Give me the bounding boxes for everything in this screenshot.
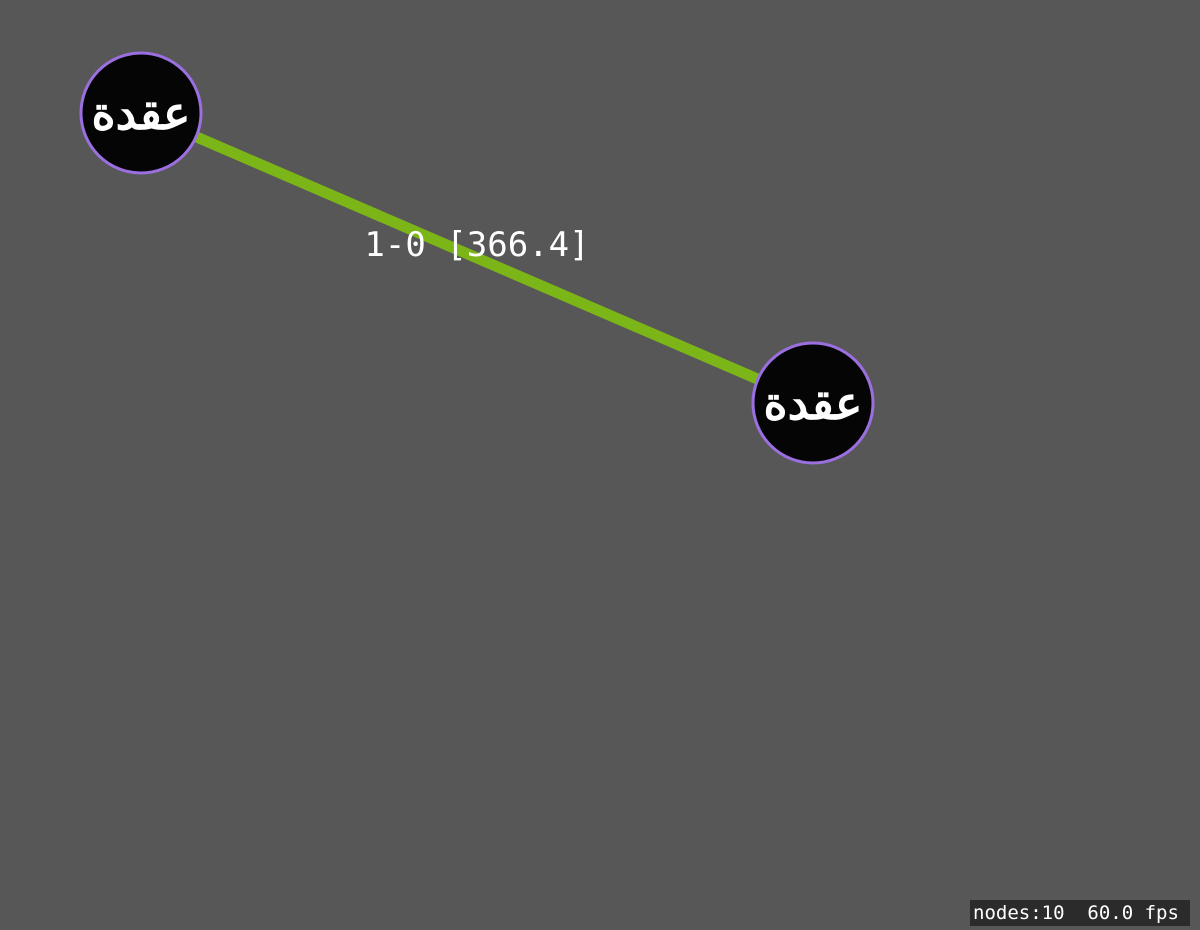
node-0[interactable]: عقدة [79, 51, 203, 175]
fps-counter: 60.0 fps [1087, 902, 1179, 924]
node-label: عقدة [92, 86, 191, 140]
node-count: nodes:10 [973, 902, 1065, 924]
node-circle[interactable] [751, 341, 875, 465]
edge-1-0[interactable]: 1-0 [366.4] [135, 107, 819, 409]
stats-panel: nodes:10 60.0 fps [970, 900, 1190, 926]
node-circle[interactable] [79, 51, 203, 175]
node-1[interactable]: عقدة [751, 341, 875, 465]
edge-label: 1-0 [366.4] [364, 225, 589, 265]
node-label: عقدة [764, 376, 863, 430]
edge-line[interactable] [135, 107, 819, 409]
